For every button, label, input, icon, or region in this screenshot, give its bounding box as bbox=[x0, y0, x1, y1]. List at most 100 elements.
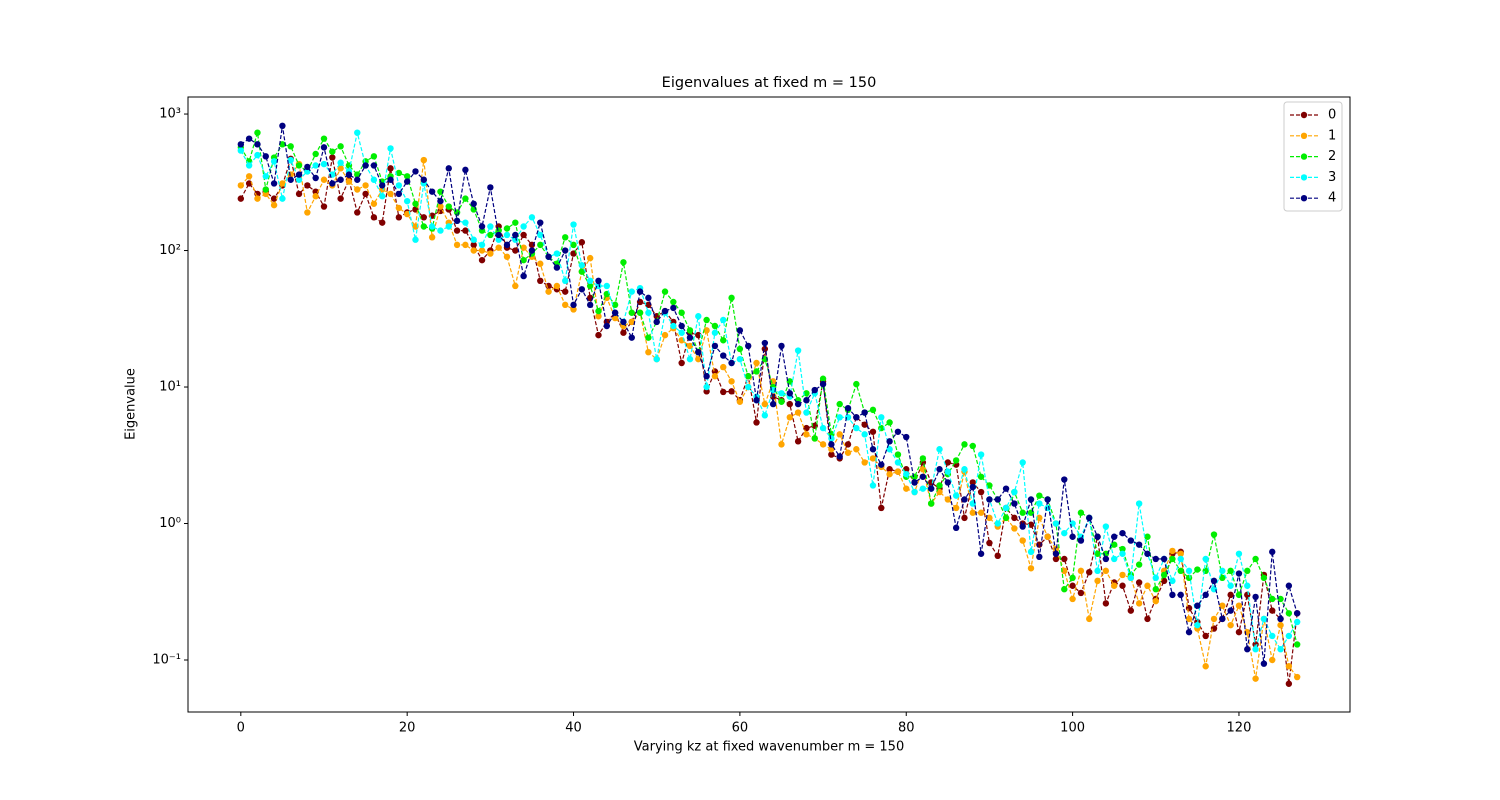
y-tick-label: 10³ bbox=[159, 107, 181, 122]
data-point bbox=[578, 286, 586, 293]
data-point bbox=[478, 256, 486, 264]
data-point bbox=[603, 282, 611, 290]
data-point bbox=[428, 188, 436, 195]
data-point bbox=[703, 373, 710, 380]
data-point bbox=[520, 244, 527, 251]
data-point bbox=[312, 188, 319, 195]
data-point bbox=[645, 294, 652, 302]
data-point bbox=[403, 210, 411, 218]
data-point bbox=[1152, 555, 1159, 563]
data-point bbox=[803, 431, 810, 438]
data-point bbox=[370, 176, 378, 183]
data-point bbox=[1244, 582, 1251, 589]
data-point bbox=[1219, 602, 1226, 609]
data-point bbox=[828, 441, 835, 448]
data-point bbox=[1260, 574, 1268, 582]
data-point bbox=[1127, 574, 1135, 582]
data-point bbox=[595, 313, 602, 320]
data-point bbox=[586, 277, 594, 285]
data-point bbox=[861, 409, 868, 416]
data-point bbox=[1169, 577, 1176, 585]
data-point bbox=[819, 375, 827, 382]
data-point bbox=[1144, 615, 1151, 623]
data-point bbox=[320, 176, 328, 183]
data-point bbox=[994, 520, 1001, 527]
data-point bbox=[287, 143, 294, 150]
data-point bbox=[1027, 521, 1035, 528]
legend-marker bbox=[1300, 195, 1308, 202]
data-point bbox=[1219, 574, 1226, 582]
data-point bbox=[487, 250, 494, 257]
data-point bbox=[1160, 577, 1168, 585]
data-point bbox=[562, 277, 569, 285]
data-point bbox=[794, 400, 802, 408]
data-point bbox=[853, 380, 860, 388]
data-point bbox=[969, 442, 976, 450]
data-point bbox=[270, 180, 278, 187]
data-point bbox=[1086, 615, 1093, 623]
data-point bbox=[312, 193, 319, 200]
data-point bbox=[803, 409, 810, 416]
data-point bbox=[320, 135, 328, 142]
data-point bbox=[553, 264, 561, 271]
data-point bbox=[578, 239, 586, 246]
data-point bbox=[329, 180, 336, 187]
data-point bbox=[512, 231, 519, 239]
data-point bbox=[420, 156, 428, 164]
data-point bbox=[1069, 533, 1076, 540]
data-point bbox=[961, 496, 968, 503]
data-point bbox=[636, 309, 644, 316]
x-tick-label: 40 bbox=[565, 721, 582, 736]
data-point bbox=[761, 339, 769, 347]
data-point bbox=[1011, 488, 1018, 496]
data-point bbox=[1110, 582, 1118, 589]
data-point bbox=[1135, 500, 1143, 507]
data-point bbox=[586, 301, 594, 309]
data-point bbox=[828, 451, 835, 458]
data-point bbox=[312, 162, 319, 169]
data-point bbox=[1102, 555, 1110, 563]
data-point bbox=[254, 141, 261, 148]
data-point bbox=[1027, 565, 1035, 572]
data-point bbox=[420, 214, 428, 221]
data-point bbox=[1052, 545, 1060, 553]
data-point bbox=[1077, 537, 1085, 544]
data-point bbox=[736, 355, 744, 363]
data-point bbox=[670, 298, 677, 306]
data-point bbox=[728, 378, 735, 385]
data-point bbox=[320, 203, 328, 210]
data-point bbox=[745, 342, 752, 350]
data-point bbox=[595, 331, 602, 339]
data-point bbox=[478, 241, 486, 249]
data-point bbox=[711, 373, 719, 380]
data-point bbox=[295, 176, 303, 183]
data-point bbox=[1202, 632, 1209, 640]
data-point bbox=[836, 400, 843, 408]
data-point bbox=[237, 147, 245, 154]
data-point bbox=[1119, 571, 1126, 579]
data-point bbox=[570, 241, 577, 249]
data-point bbox=[478, 223, 486, 230]
data-point bbox=[1044, 496, 1051, 503]
y-tick-label: 10¹ bbox=[159, 380, 181, 395]
data-point bbox=[861, 431, 868, 438]
data-point bbox=[803, 390, 810, 397]
data-point bbox=[528, 214, 536, 221]
data-point bbox=[537, 241, 544, 249]
data-point bbox=[1194, 621, 1201, 629]
data-point bbox=[1135, 600, 1143, 607]
data-point bbox=[287, 156, 294, 164]
data-point bbox=[753, 419, 760, 426]
data-point bbox=[628, 309, 635, 316]
data-point bbox=[1252, 593, 1259, 601]
data-point bbox=[345, 178, 353, 185]
x-tick-label: 20 bbox=[399, 721, 416, 736]
data-point bbox=[279, 141, 286, 148]
axes-frame bbox=[187, 96, 1351, 713]
data-point bbox=[878, 504, 885, 512]
data-point bbox=[611, 314, 619, 322]
data-point bbox=[653, 318, 660, 326]
data-point bbox=[919, 455, 927, 462]
data-point bbox=[1169, 547, 1176, 555]
data-point bbox=[1036, 514, 1043, 522]
